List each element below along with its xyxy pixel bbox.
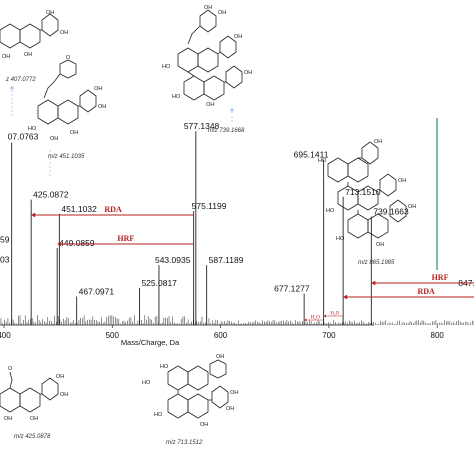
peak-label: 739.1663 — [373, 207, 409, 217]
x-axis-title: Mass/Charge, Da — [121, 338, 180, 347]
fragment-arrowhead — [31, 212, 36, 218]
fragment-label: RDA — [417, 287, 435, 296]
svg-text:HO: HO — [154, 412, 163, 418]
peak-label: 543.0935 — [155, 255, 191, 265]
svg-text:HO: HO — [326, 208, 335, 214]
svg-text:OH: OH — [206, 102, 214, 108]
svg-text:OH: OH — [244, 70, 252, 76]
svg-text:OH: OH — [376, 242, 384, 248]
structure-713-caption: m/z 713.1512 — [166, 440, 203, 446]
svg-text:OH: OH — [408, 204, 416, 210]
fragment-label: RDA — [104, 205, 122, 214]
fragment-annotations: RDA HRF HRF RDA H₂O H₂O — [31, 205, 474, 322]
svg-text:OH: OH — [94, 86, 102, 92]
guide-dot-407 — [10, 86, 14, 90]
x-tick-label: 600 — [214, 331, 228, 340]
x-tick-label: 700 — [322, 331, 336, 340]
peak-label: 07.0763 — [8, 132, 39, 142]
svg-text:OH: OH — [30, 416, 38, 422]
peak-label: 575.1199 — [192, 201, 227, 211]
fragment-arrowhead — [371, 280, 376, 286]
peak-label: 587.1189 — [209, 255, 244, 265]
fragment-arrowhead — [323, 314, 327, 318]
structure-865-caption: m/z 865.1985 — [358, 260, 395, 266]
fragment-label: HRF — [432, 273, 449, 282]
svg-text:OH: OH — [374, 139, 382, 145]
svg-text:HO: HO — [142, 380, 151, 386]
svg-text:OH: OH — [230, 390, 238, 396]
svg-text:OH: OH — [2, 54, 10, 60]
spectrum-plot: 07.0763 425.0872 451.1032 449.0859 467.0971 5… — [0, 121, 474, 347]
structure-713: HO OH HO OH OH HO OH — [142, 354, 238, 428]
svg-text:HO: HO — [28, 126, 37, 132]
peak-labels: 07.0763 425.0872 451.1032 449.0859 467.0971 5… — [0, 121, 474, 297]
x-axis-ticks: 4005006007008009001000 — [0, 325, 445, 340]
structure-451-caption: m/z 451.1035 — [48, 154, 85, 160]
structure-guides — [10, 86, 234, 176]
structure-739: OH OH OH HO OH HO OH — [162, 5, 252, 108]
fragment-arrowhead — [304, 318, 307, 322]
svg-text:HO: HO — [160, 364, 169, 370]
structure-407-caption: z 407.0772 — [5, 77, 36, 83]
peak-label-partial: 59 — [0, 234, 10, 244]
baseline-noise — [0, 315, 474, 325]
fragment-arrowhead — [343, 294, 348, 300]
fragment-arrowhead — [57, 241, 62, 247]
svg-text:OH: OH — [24, 52, 32, 58]
svg-text:OH: OH — [56, 374, 64, 380]
svg-text:OH: OH — [234, 34, 242, 40]
svg-text:HO: HO — [172, 94, 181, 100]
peak-label: 695.1411 — [294, 150, 329, 160]
fragment-label: H₂O — [311, 316, 320, 321]
structure-425: O OH OH OH OH — [0, 366, 68, 422]
structure-451: O OH OH HO OH OH — [28, 55, 106, 142]
guide-dot-739 — [230, 108, 234, 112]
svg-text:OH: OH — [60, 392, 68, 398]
svg-text:OH: OH — [398, 178, 406, 184]
svg-text:OH: OH — [218, 10, 226, 16]
x-tick-label: 500 — [106, 331, 120, 340]
peak-label: 577.1348 — [184, 121, 220, 131]
fragment-label: HRF — [117, 234, 134, 243]
peak-label: 713.1510 — [345, 187, 381, 197]
svg-text:OH: OH — [60, 30, 68, 36]
x-tick-label: 800 — [431, 331, 445, 340]
svg-text:OH: OH — [98, 104, 106, 110]
structure-739-caption: m/z 739.1668 — [208, 128, 245, 134]
peak-bars — [11, 131, 372, 325]
structure-865: OH HO OH HO OH HO OH — [318, 139, 416, 248]
svg-text:OH: OH — [50, 136, 58, 142]
svg-text:O: O — [8, 366, 13, 372]
svg-text:HO: HO — [318, 158, 327, 164]
svg-text:HO: HO — [162, 64, 171, 70]
svg-text:O: O — [66, 55, 71, 61]
svg-text:OH: OH — [4, 416, 12, 422]
peak-label: 451.1032 — [61, 204, 97, 214]
peak-label-partial: 03 — [0, 254, 10, 264]
svg-text:OH: OH — [46, 10, 54, 16]
x-tick-label: 400 — [0, 331, 11, 340]
peak-label: 525.0817 — [141, 278, 177, 288]
svg-text:OH: OH — [226, 406, 234, 412]
structure-407: OH OH OH OH — [0, 10, 68, 60]
structure-425-caption: m/z 425.0878 — [14, 434, 51, 440]
peak-label: 449.0859 — [59, 238, 95, 248]
svg-text:OH: OH — [216, 354, 224, 360]
svg-text:OH: OH — [200, 422, 208, 428]
svg-text:OH: OH — [204, 5, 212, 11]
svg-text:OH: OH — [70, 130, 78, 136]
peak-label: 467.0971 — [79, 287, 115, 297]
svg-text:HO: HO — [336, 236, 345, 242]
peak-label: 425.0872 — [33, 190, 69, 200]
peak-label: 677.1277 — [274, 284, 310, 294]
fragment-label: H₂O — [330, 312, 339, 317]
